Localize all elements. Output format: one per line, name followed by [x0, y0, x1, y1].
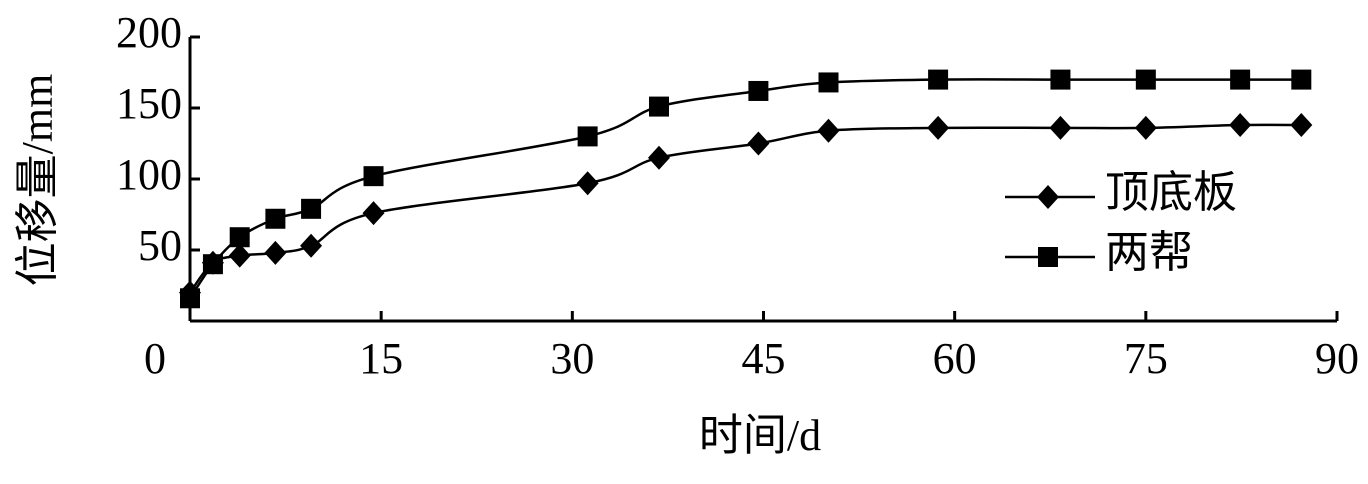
marker: [300, 233, 323, 258]
marker: [1135, 69, 1156, 90]
x-tick-label: 15: [359, 334, 403, 383]
x-tick-label: 60: [933, 334, 977, 383]
x-tick-label: 75: [1124, 334, 1168, 383]
marker: [647, 145, 670, 170]
y-tick-label: 50: [138, 221, 182, 270]
marker: [1230, 69, 1251, 90]
marker: [264, 240, 287, 265]
marker: [928, 69, 949, 90]
marker: [265, 208, 286, 229]
marker: [1038, 247, 1058, 267]
marker: [180, 288, 200, 309]
x-tick-label: 30: [550, 334, 594, 383]
y-tick-label: 150: [116, 79, 182, 128]
marker: [648, 96, 669, 117]
marker: [363, 166, 384, 187]
x-tick-label: 45: [742, 334, 786, 383]
marker: [1291, 69, 1312, 90]
marker: [817, 118, 840, 143]
x-tick-label: 0: [144, 334, 166, 383]
y-axis-label: 位移量/mm: [13, 74, 62, 287]
marker: [747, 131, 770, 156]
marker: [228, 243, 251, 268]
y-tick-label: 200: [116, 8, 182, 57]
marker: [1290, 113, 1313, 138]
marker: [229, 227, 250, 248]
marker: [818, 72, 839, 93]
marker: [1229, 113, 1252, 138]
marker: [748, 80, 769, 101]
marker: [1134, 115, 1157, 140]
marker: [202, 254, 223, 275]
marker: [577, 126, 598, 147]
x-axis-label: 时间/d: [699, 411, 821, 460]
x-tick-label: 90: [1315, 334, 1359, 383]
marker: [362, 201, 385, 226]
y-tick-label: 100: [116, 150, 182, 199]
legend-label: 顶底板: [1105, 168, 1237, 217]
marker: [1037, 185, 1059, 209]
marker: [927, 115, 950, 140]
legend-label: 两帮: [1105, 228, 1193, 277]
marker: [576, 171, 599, 196]
marker: [1049, 115, 1072, 140]
marker: [1050, 69, 1071, 90]
marker: [301, 198, 322, 219]
